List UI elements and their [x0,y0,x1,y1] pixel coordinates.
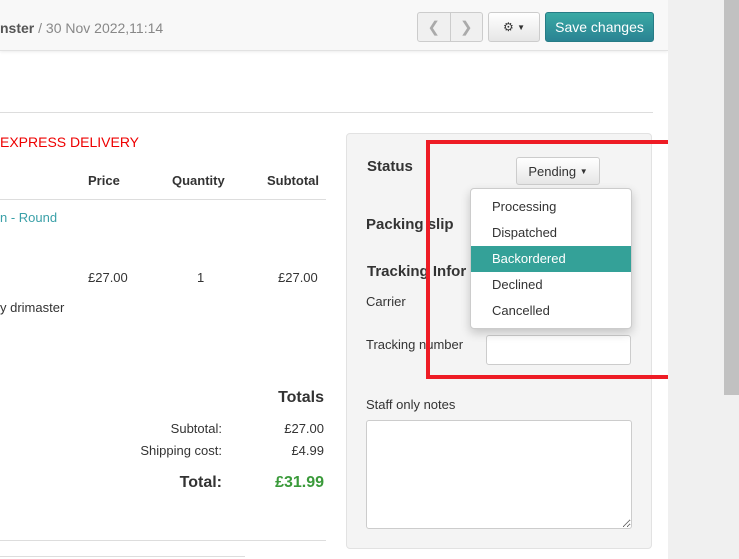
staff-notes-textarea[interactable] [366,420,632,529]
status-option-backordered[interactable]: Backordered [471,246,631,272]
divider [0,199,326,200]
carrier-label: Carrier [366,294,406,309]
gear-icon: ⚙ [502,20,514,34]
notes-label: Staff only notes [366,397,456,412]
subtotal-label: Subtotal: [170,421,222,436]
col-subtotal: Subtotal [267,173,319,188]
totals-heading: Totals [278,389,324,406]
col-quantity: Quantity [172,173,225,188]
shipping-label: Shipping cost: [140,443,222,458]
divider [0,556,245,557]
delivery-type: EXPRESS DELIVERY [0,134,140,150]
total-value: £31.99 [275,474,324,491]
status-menu: Processing Dispatched Backordered Declin… [470,188,632,329]
settings-dropdown-button[interactable]: ⚙ ▼ [488,12,540,42]
header-bar: nster / 30 Nov 2022,11:14 ❮ ❯ ⚙ ▼ Save c… [0,0,668,51]
status-option-declined[interactable]: Declined [492,277,543,292]
item-quantity: 1 [197,270,205,285]
highlight-box [426,140,681,379]
chevron-left-icon[interactable]: ❮ [427,19,441,36]
status-option-processing[interactable]: Processing [492,199,557,214]
subtotal-value: £27.00 [284,421,324,436]
shipping-value: £4.99 [291,443,324,458]
packing-slip-label: Packing slip [366,216,454,233]
page-title: nster / 30 Nov 2022,11:14 [0,20,164,36]
status-dropdown[interactable]: Pending ▼ [516,157,600,185]
total-label: Total: [179,474,222,491]
save-button[interactable]: Save changes [545,12,654,42]
tracking-heading: Tracking Infor [367,263,467,280]
tracking-number-label: Tracking number [366,337,464,352]
status-value: Pending [528,163,577,179]
col-price: Price [88,173,120,188]
item-price: £27.00 [88,270,128,285]
tracking-number-input[interactable] [486,335,631,365]
chevron-right-icon[interactable]: ❯ [449,13,483,41]
item-subtotal: £27.00 [278,270,318,285]
item-note: y drimaster [0,300,65,315]
status-option-cancelled[interactable]: Cancelled [492,303,550,318]
product-link[interactable]: n - Round [0,210,58,225]
caret-down-icon: ▼ [517,22,526,32]
divider [0,540,326,541]
status-label: Status [367,158,413,175]
pager: ❮ ❯ [417,12,483,42]
status-option-dispatched[interactable]: Dispatched [492,225,558,240]
caret-down-icon: ▼ [579,166,588,176]
divider [0,112,653,113]
scrollbar-thumb[interactable] [724,0,739,395]
